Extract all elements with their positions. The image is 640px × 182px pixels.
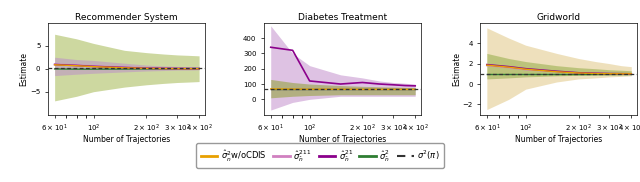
X-axis label: Number of Trajectories: Number of Trajectories bbox=[515, 135, 602, 144]
Title: Recommender System: Recommender System bbox=[75, 13, 178, 22]
Legend: $\hat{\sigma}_n^2$w/oCDIS, $\hat{\sigma}_{\hat{n}}^{21\,1}$, $\hat{\sigma}_{\hat: $\hat{\sigma}_n^2$w/oCDIS, $\hat{\sigma}… bbox=[196, 143, 444, 168]
X-axis label: Number of Trajectories: Number of Trajectories bbox=[299, 135, 386, 144]
Title: Gridworld: Gridworld bbox=[536, 13, 580, 22]
Y-axis label: Estimate: Estimate bbox=[452, 52, 461, 86]
X-axis label: Number of Trajectories: Number of Trajectories bbox=[83, 135, 170, 144]
Title: Diabetes Treatment: Diabetes Treatment bbox=[298, 13, 387, 22]
Y-axis label: Estimate: Estimate bbox=[20, 52, 29, 86]
